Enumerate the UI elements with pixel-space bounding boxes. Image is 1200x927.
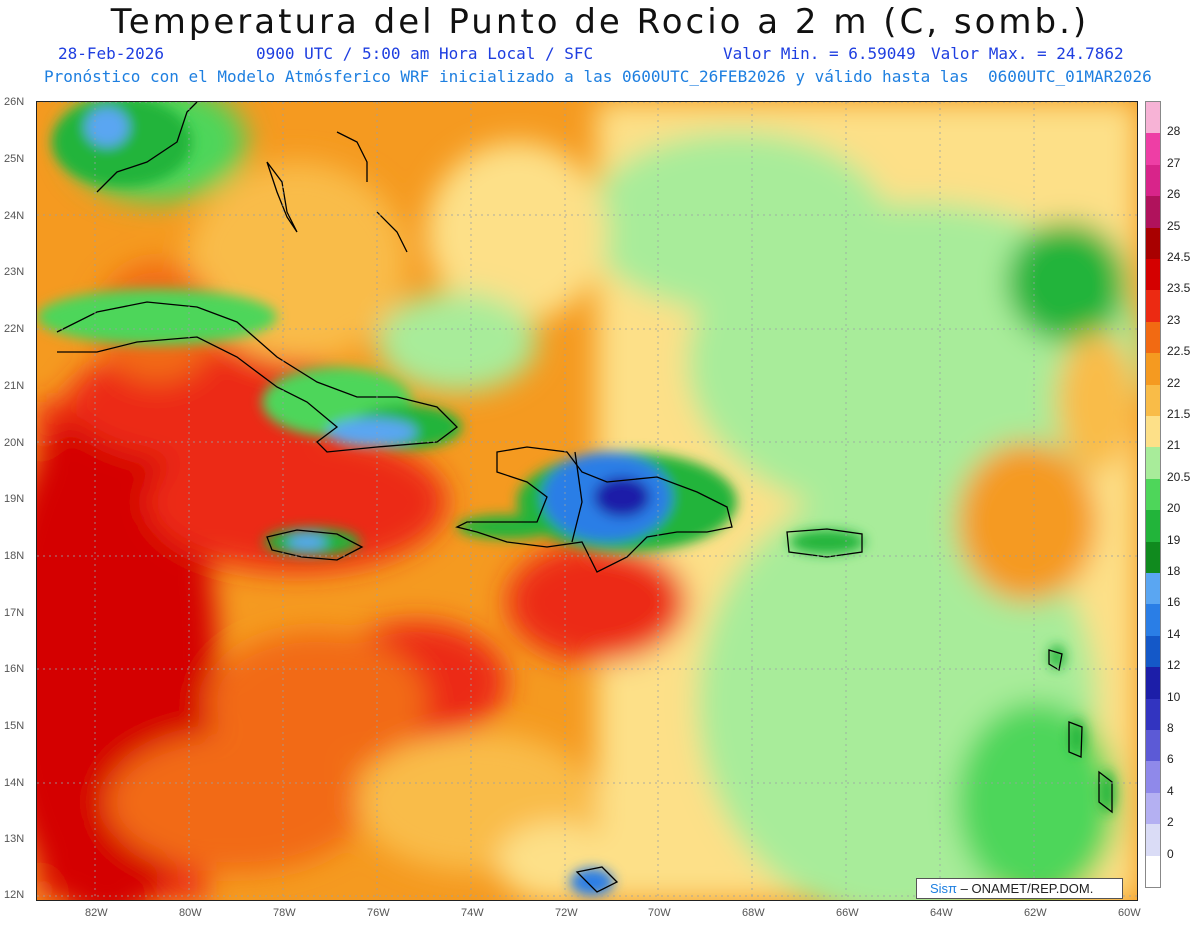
colorbar-label: 0 — [1167, 846, 1174, 861]
colorbar-segment — [1146, 824, 1160, 857]
map-canvas — [37, 102, 1137, 900]
colorbar-segment — [1146, 635, 1160, 668]
colorbar-label: 4 — [1167, 783, 1174, 798]
colorbar-label: 24.5 — [1167, 250, 1191, 264]
colorbar-segment — [1146, 384, 1160, 417]
colorbar-label: 14 — [1167, 626, 1181, 641]
colorbar-segment — [1146, 667, 1160, 700]
colorbar-label: 18 — [1167, 564, 1181, 578]
colorbar-label: 26 — [1167, 187, 1181, 202]
lat-label: 12N — [4, 889, 25, 901]
colorbar-label: 22 — [1167, 375, 1181, 390]
lat-label: 22N — [4, 323, 25, 335]
lat-label: 24N — [4, 210, 25, 222]
chart-title: Temperatura del Punto de Rocio a 2 m (C,… — [110, 2, 1090, 42]
lon-label: 72W — [555, 907, 578, 919]
colorbar-label: 22.5 — [1167, 344, 1191, 359]
colorbar-label: 23.5 — [1167, 281, 1191, 296]
colorbar-segment — [1146, 573, 1160, 605]
colorbar-segment — [1146, 321, 1160, 354]
colorbar-label: 12 — [1167, 658, 1181, 673]
time-label: 0900 UTC / 5:00 am Hora Local / SFC — [256, 44, 594, 63]
lat-label: 18N — [4, 550, 25, 562]
colorbar-segment — [1146, 541, 1160, 574]
organization-label: – ONAMET/REP.DOM. — [960, 881, 1094, 896]
colorbar-label: 23 — [1167, 312, 1181, 327]
lon-label: 76W — [367, 907, 390, 919]
lat-label: 25N — [4, 153, 25, 165]
lon-label: 62W — [1024, 907, 1047, 919]
colorbar-label: 6 — [1167, 752, 1174, 767]
colorbar-label: 25 — [1167, 218, 1181, 233]
brand-logo: Sisπ — [930, 881, 958, 896]
max-value-label: Valor Max. = 24.7862 — [931, 44, 1124, 63]
colorbar-segment — [1146, 604, 1160, 637]
min-value-label: Valor Min. = 6.59049 — [723, 44, 916, 63]
colorbar-segment — [1146, 792, 1160, 825]
lon-label: 78W — [273, 907, 296, 919]
colorbar-label: 21 — [1167, 438, 1181, 453]
credit-box: Sisπ – ONAMET/REP.DOM. — [916, 878, 1123, 899]
lat-label: 26N — [4, 96, 25, 108]
colorbar-label: 20.5 — [1167, 469, 1191, 484]
lon-label: 80W — [179, 907, 202, 919]
colorbar — [1145, 101, 1161, 888]
lon-label: 82W — [85, 907, 108, 919]
lat-label: 16N — [4, 663, 25, 675]
coastlines — [56, 102, 1113, 893]
colorbar-label: 8 — [1167, 721, 1174, 735]
lat-label: 20N — [4, 437, 25, 449]
date-label: 28-Feb-2026 — [58, 44, 164, 63]
lat-label: 19N — [4, 493, 25, 505]
colorbar-segment — [1146, 761, 1160, 794]
lat-label: 15N — [4, 720, 25, 732]
colorbar-segment — [1146, 478, 1160, 511]
colorbar-segment — [1146, 855, 1160, 888]
colorbar-segment — [1146, 133, 1160, 166]
colorbar-segment — [1146, 730, 1160, 762]
lat-label: 13N — [4, 833, 25, 845]
colorbar-label: 10 — [1167, 689, 1181, 704]
lon-label: 68W — [742, 907, 765, 919]
colorbar-segment — [1146, 290, 1160, 323]
colorbar-segment — [1146, 416, 1160, 448]
colorbar-segment — [1146, 447, 1160, 480]
colorbar-segment — [1146, 196, 1160, 229]
colorbar-segment — [1146, 227, 1160, 260]
colorbar-label: 16 — [1167, 595, 1181, 610]
lon-label: 66W — [836, 907, 859, 919]
colorbar-label: 19 — [1167, 532, 1181, 547]
colorbar-segment — [1146, 164, 1160, 197]
colorbar-label: 20 — [1167, 501, 1181, 516]
colorbar-label: 27 — [1167, 155, 1181, 170]
forecast-info-label: Pronóstico con el Modelo Atmósferico WRF… — [44, 67, 1152, 86]
colorbar-label: 2 — [1167, 815, 1174, 830]
colorbar-label: 28 — [1167, 124, 1181, 139]
lon-label: 70W — [648, 907, 671, 919]
colorbar-segment — [1146, 102, 1160, 134]
lon-label: 64W — [930, 907, 953, 919]
lat-label: 17N — [4, 607, 25, 619]
colorbar-segment — [1146, 259, 1160, 291]
lon-label: 60W — [1118, 907, 1141, 919]
lat-label: 14N — [4, 777, 25, 789]
lat-label: 23N — [4, 266, 25, 278]
colorbar-segment — [1146, 353, 1160, 386]
dewpoint-map[interactable] — [36, 101, 1138, 901]
lon-label: 74W — [461, 907, 484, 919]
colorbar-segment — [1146, 510, 1160, 543]
colorbar-label: 21.5 — [1167, 407, 1191, 421]
colorbar-segment — [1146, 698, 1160, 731]
lat-label: 21N — [4, 380, 25, 392]
